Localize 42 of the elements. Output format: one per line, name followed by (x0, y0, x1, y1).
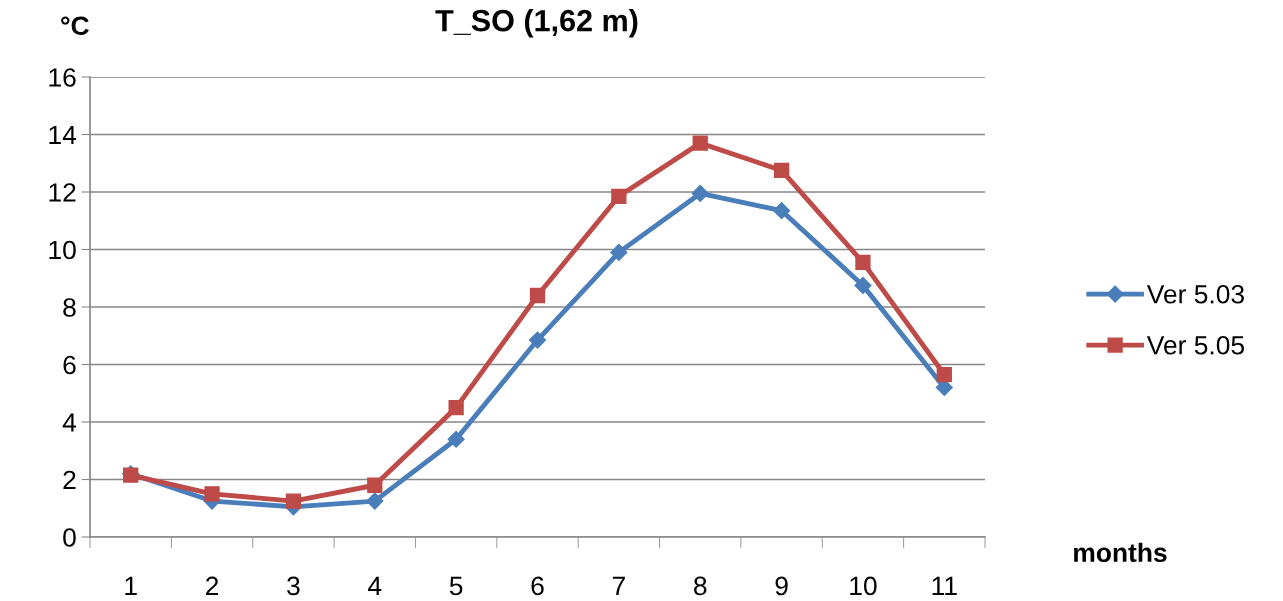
legend-label: Ver 5.05 (1146, 335, 1244, 355)
point (529, 287, 546, 304)
y-tick-label: 16 (49, 68, 76, 87)
x-tick-label: 10 (850, 576, 877, 596)
y-tick-label: 2 (63, 470, 76, 490)
y-tick-label: 12 (49, 183, 76, 202)
point (367, 477, 383, 493)
y-axis-title: °C (61, 16, 89, 36)
y-tick-label: 6 (63, 355, 76, 375)
point (854, 276, 872, 294)
x-tick-label: 2 (206, 576, 219, 596)
point (773, 202, 791, 220)
point (448, 399, 464, 416)
point (366, 492, 384, 510)
x-tick-label: 8 (694, 576, 707, 596)
x-tick-label: 5 (449, 576, 463, 596)
point (204, 486, 220, 502)
x-tick-label: 7 (612, 576, 625, 596)
x-tick-label: 11 (932, 576, 957, 596)
point (773, 162, 790, 179)
point (692, 135, 708, 151)
x-tick-label: 3 (287, 576, 300, 596)
y-tick-label: 14 (49, 125, 77, 145)
chart-title: T_SO (1,62 m) (435, 9, 638, 38)
point (285, 493, 302, 509)
point (528, 331, 547, 349)
point (447, 430, 465, 448)
x-tick-label: 4 (368, 576, 382, 596)
point (855, 254, 871, 271)
point (936, 366, 952, 383)
x-axis-title: months (1074, 542, 1167, 563)
x-tick-label: 9 (775, 576, 788, 596)
point (691, 184, 709, 202)
y-tick-label: 4 (62, 413, 77, 432)
y-tick-label: 10 (49, 240, 76, 260)
legend-label: Ver 5.03 (1146, 284, 1244, 304)
y-tick-label: 8 (63, 298, 76, 317)
y-tick-label: 0 (63, 528, 76, 547)
point (610, 243, 628, 261)
x-tick-label: 6 (531, 576, 544, 596)
x-tick-label: 1 (125, 576, 137, 596)
point (611, 188, 627, 204)
